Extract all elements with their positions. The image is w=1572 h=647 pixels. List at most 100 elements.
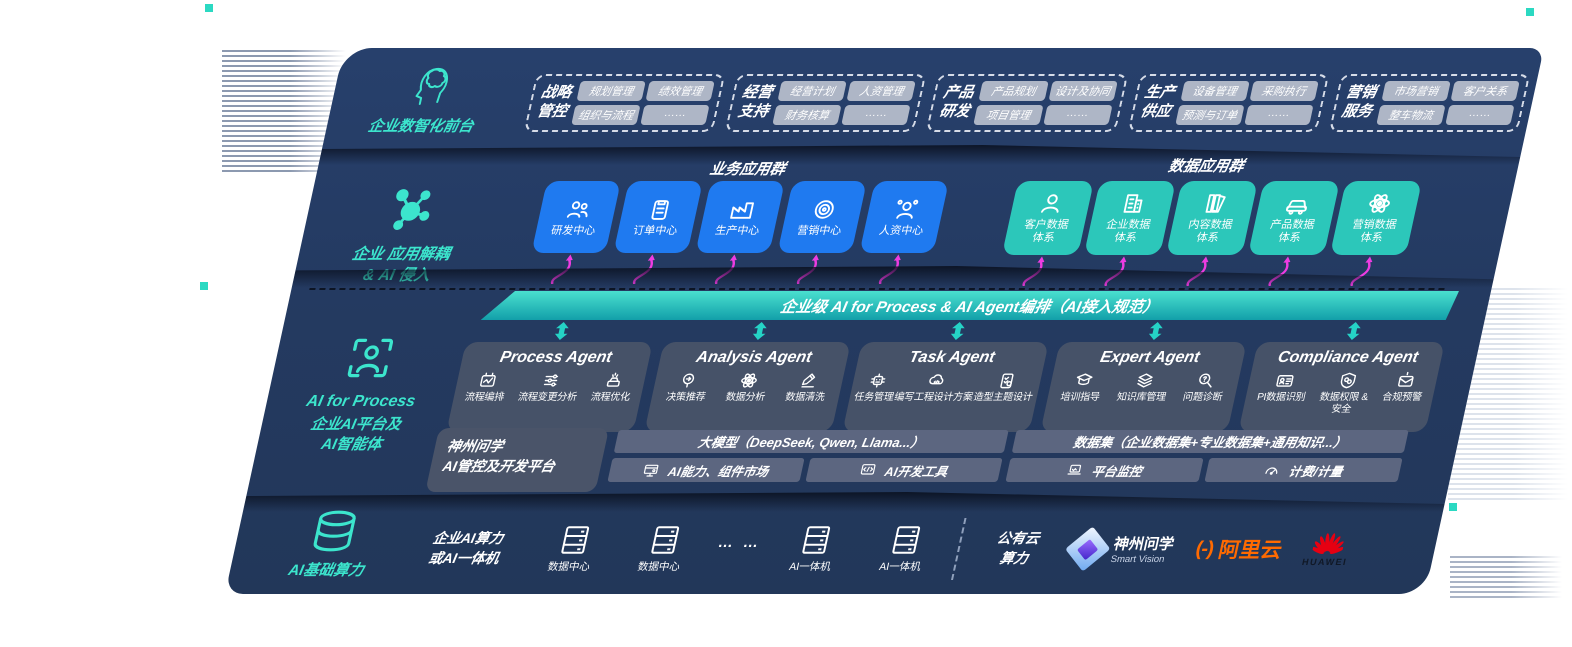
aliyun-bracket-icon: (-) bbox=[1193, 537, 1216, 560]
clean-icon bbox=[797, 371, 820, 390]
agent-item-label: 流程变更分析 bbox=[516, 392, 578, 403]
clipboard-icon bbox=[645, 197, 675, 222]
module-chip: …… bbox=[1243, 105, 1314, 125]
agent-item-label: 数据权限 & 安全 bbox=[1318, 392, 1370, 415]
app-box: 营销数据 体系 bbox=[1329, 181, 1423, 255]
group-name: 营销 服务 bbox=[1340, 84, 1378, 120]
layer-divider bbox=[318, 145, 1522, 165]
corner-square bbox=[1526, 8, 1534, 16]
agent-item-label: 数据清洗 bbox=[784, 392, 826, 403]
app-label: 营销中心 bbox=[795, 224, 843, 237]
agent-item: 数据权限 & 安全 bbox=[1316, 371, 1374, 415]
app-box: 客户数据 体系 bbox=[1001, 181, 1095, 255]
module-chip: …… bbox=[640, 105, 710, 125]
agent-items: 流程编排 流程变更分析 流程优化 bbox=[452, 367, 647, 404]
agent-item-label: 决策推荐 bbox=[664, 392, 707, 403]
app-box: 研发中心 bbox=[531, 181, 622, 253]
module-chip: 客户关系 bbox=[1450, 81, 1520, 101]
alert-mail-icon bbox=[1394, 371, 1417, 390]
module-chip: 整车物流 bbox=[1376, 105, 1446, 125]
server-icon bbox=[801, 526, 830, 554]
agent-item-label: 知识库管理 bbox=[1115, 392, 1167, 403]
agent-title: Process Agent bbox=[498, 349, 614, 366]
car-icon bbox=[1282, 191, 1312, 216]
diamond-logo-icon bbox=[1065, 526, 1111, 572]
person-scan-icon bbox=[343, 338, 394, 384]
agent-item-label: 造型主题设计 bbox=[972, 392, 1034, 403]
infrastructure-legend: AI基础算力 bbox=[262, 510, 401, 580]
module-chip: 产品规划 bbox=[978, 81, 1049, 101]
layers-icon bbox=[1133, 371, 1156, 390]
public-cloud-label: 公有云 算力 bbox=[995, 530, 1041, 566]
app-label: 内容数据 体系 bbox=[1187, 219, 1234, 244]
cloud-gear-icon bbox=[926, 371, 949, 390]
shenzhou-wenxue-logo: 神州问学 Smart Vision bbox=[1065, 526, 1176, 572]
enterprise-compute-label: 企业AI算力 或AI一体机 bbox=[427, 530, 505, 566]
cell-label: 计费/计量 bbox=[1287, 464, 1344, 479]
building-icon bbox=[1118, 191, 1148, 216]
shield-link-icon bbox=[1336, 371, 1359, 390]
agent-items: PI数据识别 数据权限 & 安全 合规预警 bbox=[1242, 367, 1439, 415]
module-chip: 经营计划 bbox=[777, 81, 848, 101]
double-arrow-icon bbox=[1346, 322, 1361, 340]
module-chip: …… bbox=[1445, 105, 1515, 125]
ai-platform-label: 企业AI平台及 AI智能体 bbox=[309, 416, 403, 454]
group-chips: 产品规划 设计及协同 项目管理…… bbox=[973, 81, 1118, 125]
agent-item: 流程变更分析 bbox=[517, 371, 583, 404]
group-name: 生产 供应 bbox=[1138, 84, 1177, 120]
server-label: 数据中心 bbox=[636, 561, 682, 573]
books-icon bbox=[1200, 191, 1230, 216]
server-item: AI一体机 bbox=[777, 524, 850, 574]
checklist-icon bbox=[995, 371, 1018, 390]
devtools-icon bbox=[858, 462, 877, 478]
data-group-title: 数据应用群 bbox=[1166, 158, 1246, 175]
app-box: 企业数据 体系 bbox=[1083, 181, 1177, 255]
server-label: AI一体机 bbox=[877, 561, 923, 573]
agent-item: PI数据识别 bbox=[1253, 371, 1311, 415]
agent-column: Compliance Agent PI数据识别 数据权限 & 安全 合规预警 bbox=[1238, 322, 1449, 432]
agent-item: 决策推荐 bbox=[665, 371, 711, 404]
platform-cell: AI开发工具 bbox=[805, 458, 1003, 482]
model-cells: AI能力、组件市场 AI开发工具 bbox=[607, 458, 1003, 482]
agent-title: Task Agent bbox=[907, 349, 997, 366]
front-office-group: 战略 管控 规划管理 绩效管理 组织与流程…… bbox=[523, 74, 726, 132]
corner-square bbox=[1449, 503, 1457, 511]
agent-item-label: 合规预警 bbox=[1381, 392, 1423, 403]
module-chip: 组织与流程 bbox=[571, 105, 641, 125]
agent-box: Analysis Agent 决策推荐 数据分析 数据清洗 bbox=[644, 342, 851, 432]
server-icon bbox=[650, 526, 679, 554]
user-icon bbox=[1036, 191, 1066, 216]
agent-item: 培训指导 bbox=[1059, 371, 1105, 404]
agent-item: 数据清洗 bbox=[784, 371, 830, 404]
front-office-legend: 企业数智化前台 bbox=[343, 62, 511, 136]
app-label: 人资中心 bbox=[877, 224, 925, 237]
factory-icon bbox=[727, 197, 757, 222]
huawei-flower-icon bbox=[1311, 532, 1345, 554]
agent-item-label: PI数据识别 bbox=[1255, 392, 1307, 403]
agent-item-label: 培训指导 bbox=[1059, 392, 1101, 403]
diagnose-icon bbox=[1195, 371, 1218, 390]
optimize-icon bbox=[602, 371, 625, 390]
agent-item: 编写工程设计方案 bbox=[893, 371, 978, 404]
vendor-subtitle: Smart Vision bbox=[1109, 554, 1166, 565]
app-label: 研发中心 bbox=[549, 224, 597, 237]
agent-item-label: 流程优化 bbox=[589, 392, 632, 403]
server-label: AI一体机 bbox=[787, 561, 833, 573]
agent-title: Expert Agent bbox=[1098, 349, 1202, 366]
group-chips: 经营计划 人资管理 财务核算…… bbox=[772, 81, 917, 125]
vendor-name: HUAWEI bbox=[1301, 556, 1349, 567]
agent-box: Task Agent 任务管理 编写工程设计方案 造型主题设计 bbox=[842, 342, 1049, 432]
target-icon bbox=[809, 197, 839, 222]
training-icon bbox=[1072, 371, 1095, 390]
agent-column: Analysis Agent 决策推荐 数据分析 数据清洗 bbox=[644, 322, 855, 432]
gauge-icon bbox=[1262, 462, 1281, 478]
idcard-icon bbox=[1273, 371, 1296, 390]
app-box: 内容数据 体系 bbox=[1165, 181, 1259, 255]
app-label: 生产中心 bbox=[713, 224, 761, 237]
agent-title: Compliance Agent bbox=[1276, 349, 1420, 366]
front-office-group: 生产 供应 设备管理 采购执行 预测与订单…… bbox=[1127, 74, 1330, 132]
agent-item: 流程编排 bbox=[463, 371, 509, 404]
agent-item-label: 编写工程设计方案 bbox=[893, 392, 974, 403]
data-app: 营销数据 体系 bbox=[1323, 181, 1423, 286]
module-chip: 财务核算 bbox=[772, 105, 842, 125]
